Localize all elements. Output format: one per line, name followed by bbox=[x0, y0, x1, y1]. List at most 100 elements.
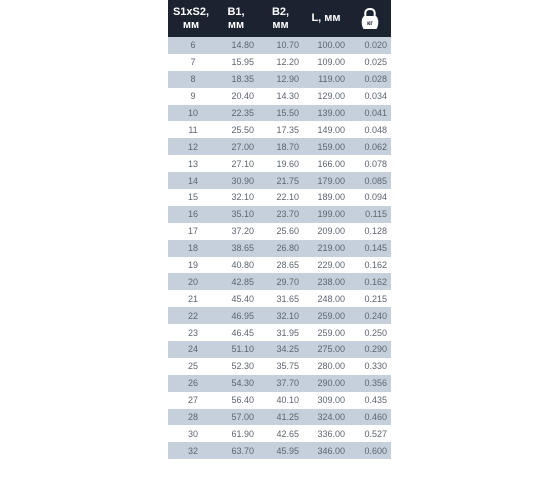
table-row: 32 63.70 45.95 346.00 0.600 bbox=[168, 442, 391, 460]
cell-weight: 0.041 bbox=[349, 104, 391, 122]
cell-b2: 45.95 bbox=[258, 442, 303, 460]
cell-s1xs2: 16 bbox=[168, 205, 214, 223]
cell-b1: 46.95 bbox=[214, 307, 258, 325]
cell-b2: 28.65 bbox=[258, 256, 303, 274]
cell-s1xs2: 32 bbox=[168, 442, 214, 460]
cell-b1: 51.10 bbox=[214, 341, 258, 358]
cell-b2: 42.65 bbox=[258, 425, 303, 443]
cell-s1xs2: 28 bbox=[168, 408, 214, 426]
cell-length: 166.00 bbox=[303, 155, 349, 173]
table-row: 16 35.10 23.70 199.00 0.115 bbox=[168, 205, 391, 223]
cell-length: 259.00 bbox=[303, 324, 349, 342]
cell-length: 179.00 bbox=[303, 172, 349, 190]
cell-length: 119.00 bbox=[303, 70, 349, 88]
cell-b2: 12.90 bbox=[258, 70, 303, 88]
cell-s1xs2: 20 bbox=[168, 273, 214, 291]
table-row: 24 51.10 34.25 275.00 0.290 bbox=[168, 341, 391, 358]
cell-b1: 54.30 bbox=[214, 374, 258, 392]
cell-length: 199.00 bbox=[303, 205, 349, 223]
header-weight: кг bbox=[349, 0, 391, 37]
cell-b1: 14.80 bbox=[214, 37, 258, 54]
cell-s1xs2: 21 bbox=[168, 290, 214, 308]
cell-s1xs2: 22 bbox=[168, 307, 214, 325]
table-row: 12 27.00 18.70 159.00 0.062 bbox=[168, 138, 391, 156]
cell-s1xs2: 9 bbox=[168, 87, 214, 105]
cell-weight: 0.250 bbox=[349, 324, 391, 342]
cell-b1: 61.90 bbox=[214, 425, 258, 443]
cell-b1: 30.90 bbox=[214, 172, 258, 190]
cell-b1: 32.10 bbox=[214, 189, 258, 206]
cell-b1: 56.40 bbox=[214, 391, 258, 409]
cell-b1: 25.50 bbox=[214, 121, 258, 139]
cell-b2: 15.50 bbox=[258, 104, 303, 122]
dimensions-table: S1xS2, мм B1, мм B2, мм L, мм кг bbox=[168, 0, 391, 460]
cell-b1: 40.80 bbox=[214, 256, 258, 274]
cell-b1: 38.65 bbox=[214, 239, 258, 257]
table-row: 7 15.95 12.20 109.00 0.025 bbox=[168, 53, 391, 71]
table-row: 8 18.35 12.90 119.00 0.028 bbox=[168, 70, 391, 88]
cell-length: 219.00 bbox=[303, 239, 349, 257]
table-row: 13 27.10 19.60 166.00 0.078 bbox=[168, 155, 391, 173]
kettlebell-icon-label: кг bbox=[367, 20, 373, 27]
table-row: 10 22.35 15.50 139.00 0.041 bbox=[168, 104, 391, 122]
cell-weight: 0.094 bbox=[349, 189, 391, 206]
table-row: 15 32.10 22.10 189.00 0.094 bbox=[168, 189, 391, 206]
cell-s1xs2: 10 bbox=[168, 104, 214, 122]
cell-b1: 57.00 bbox=[214, 408, 258, 426]
cell-b1: 22.35 bbox=[214, 104, 258, 122]
cell-length: 324.00 bbox=[303, 408, 349, 426]
table-row: 21 45.40 31.65 248.00 0.215 bbox=[168, 290, 391, 308]
cell-weight: 0.115 bbox=[349, 205, 391, 223]
cell-s1xs2: 11 bbox=[168, 121, 214, 139]
table-row: 9 20.40 14.30 129.00 0.034 bbox=[168, 87, 391, 105]
cell-b1: 18.35 bbox=[214, 70, 258, 88]
cell-b2: 40.10 bbox=[258, 391, 303, 409]
cell-s1xs2: 15 bbox=[168, 189, 214, 206]
cell-length: 259.00 bbox=[303, 307, 349, 325]
header-b1: B1, мм bbox=[214, 0, 258, 37]
cell-s1xs2: 26 bbox=[168, 374, 214, 392]
cell-b1: 63.70 bbox=[214, 442, 258, 460]
cell-b1: 42.85 bbox=[214, 273, 258, 291]
cell-b2: 10.70 bbox=[258, 37, 303, 54]
cell-b2: 32.10 bbox=[258, 307, 303, 325]
cell-length: 336.00 bbox=[303, 425, 349, 443]
cell-weight: 0.078 bbox=[349, 155, 391, 173]
cell-weight: 0.435 bbox=[349, 391, 391, 409]
cell-s1xs2: 6 bbox=[168, 37, 214, 54]
cell-b2: 18.70 bbox=[258, 138, 303, 156]
cell-length: 275.00 bbox=[303, 341, 349, 358]
cell-length: 290.00 bbox=[303, 374, 349, 392]
table-row: 27 56.40 40.10 309.00 0.435 bbox=[168, 391, 391, 409]
cell-b2: 37.70 bbox=[258, 374, 303, 392]
cell-s1xs2: 8 bbox=[168, 70, 214, 88]
cell-s1xs2: 25 bbox=[168, 357, 214, 375]
header-s1xs2: S1xS2, мм bbox=[168, 0, 214, 37]
table-row: 19 40.80 28.65 229.00 0.162 bbox=[168, 256, 391, 274]
cell-weight: 0.600 bbox=[349, 442, 391, 460]
table-row: 14 30.90 21.75 179.00 0.085 bbox=[168, 172, 391, 190]
table-row: 17 37.20 25.60 209.00 0.128 bbox=[168, 222, 391, 240]
cell-weight: 0.162 bbox=[349, 256, 391, 274]
cell-b1: 52.30 bbox=[214, 357, 258, 375]
table-row: 18 38.65 26.80 219.00 0.145 bbox=[168, 239, 391, 257]
cell-b2: 31.95 bbox=[258, 324, 303, 342]
cell-weight: 0.145 bbox=[349, 239, 391, 257]
cell-s1xs2: 13 bbox=[168, 155, 214, 173]
cell-length: 159.00 bbox=[303, 138, 349, 156]
kettlebell-icon: кг bbox=[361, 7, 379, 29]
table-row: 22 46.95 32.10 259.00 0.240 bbox=[168, 307, 391, 325]
cell-length: 100.00 bbox=[303, 37, 349, 54]
cell-weight: 0.025 bbox=[349, 53, 391, 71]
table-body: 6 14.80 10.70 100.00 0.020 7 15.95 12.20 109.00 0… bbox=[168, 37, 391, 460]
cell-s1xs2: 30 bbox=[168, 425, 214, 443]
cell-b2: 25.60 bbox=[258, 222, 303, 240]
cell-b1: 45.40 bbox=[214, 290, 258, 308]
table-row: 30 61.90 42.65 336.00 0.527 bbox=[168, 425, 391, 443]
cell-weight: 0.048 bbox=[349, 121, 391, 139]
cell-b2: 19.60 bbox=[258, 155, 303, 173]
cell-weight: 0.085 bbox=[349, 172, 391, 190]
header-b2: B2, мм bbox=[258, 0, 303, 37]
cell-length: 280.00 bbox=[303, 357, 349, 375]
cell-weight: 0.028 bbox=[349, 70, 391, 88]
